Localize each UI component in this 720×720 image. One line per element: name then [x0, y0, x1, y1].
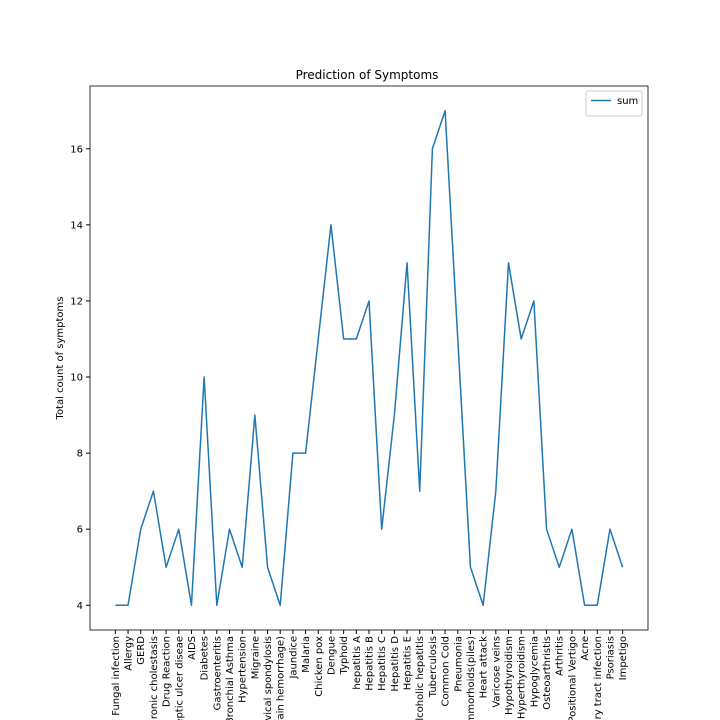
plot-frame — [89, 85, 649, 631]
x-tick-label: Urinary tract infection — [593, 636, 604, 720]
x-tick-label: Hepatitis C — [377, 636, 388, 691]
x-tick-label: Hepatitis E — [403, 636, 414, 690]
x-tick-label: Common Cold — [441, 636, 452, 706]
x-tick-label: Chronic cholestasis — [149, 636, 160, 720]
x-tick-label: Dengue — [326, 636, 337, 675]
x-tick-label: Fungal infection — [111, 636, 122, 716]
x-tick-label: Pneumonia — [453, 636, 464, 692]
x-tick-label: Psoriasis — [605, 636, 616, 679]
y-tick-label: 16 — [70, 144, 83, 155]
legend-box — [585, 90, 643, 117]
y-tick-label: 4 — [77, 601, 83, 612]
x-tick-label: Impetigo — [618, 636, 629, 680]
x-tick-label: Peptic ulcer diseae — [174, 636, 185, 720]
x-tick-label: Hepatitis D — [390, 636, 401, 692]
x-tick-label: Osteoarthristis — [542, 636, 553, 710]
x-tick-label: Diabetes — [200, 636, 211, 680]
x-tick-label: Migraine — [250, 636, 261, 679]
x-tick-label: Acne — [580, 636, 591, 661]
x-tick-label: Jaundice — [288, 636, 299, 680]
y-tick-label: 14 — [70, 220, 83, 231]
y-tick-label: 6 — [77, 525, 83, 536]
x-tick-label: Malaria — [301, 636, 312, 673]
x-tick-label: Hepatitis B — [365, 636, 376, 691]
y-tick-label: 8 — [77, 449, 83, 460]
y-tick-label: 12 — [70, 296, 83, 307]
x-tick-label: Arthritis — [555, 636, 566, 676]
x-tick-label: Dimorphic hemmorhoids(piles) — [466, 636, 477, 720]
x-tick-label: Hypothyroidism — [504, 636, 515, 715]
x-tick-label: Hypoglycemia — [529, 636, 540, 707]
x-tick-label: Typhoid — [339, 636, 350, 675]
x-tick-label: Heart attack — [479, 636, 490, 699]
y-axis-label: Total count of symptoms — [55, 297, 66, 421]
x-tick-label: Tuberculosis — [428, 636, 439, 698]
x-tick-label: AIDS — [187, 636, 198, 660]
x-tick-label: Drug Reaction — [162, 636, 173, 707]
x-tick-label: Hypertension — [238, 636, 249, 703]
x-tick-label: hepatitis A — [352, 636, 363, 690]
x-tick-label: Hyperthyroidism — [517, 636, 528, 719]
x-tick-label: Chicken pox — [314, 636, 325, 697]
x-tick-label: Bronchial Asthma — [225, 636, 236, 720]
y-tick-label: 10 — [70, 373, 83, 384]
x-tick-label: Allergy — [124, 636, 135, 671]
x-tick-label: (vertigo) Paroymsal Positional Vertigo — [567, 636, 578, 720]
x-tick-label: Paralysis (brain hemorrhage) — [276, 636, 287, 720]
x-tick-label: Alcoholic hepatitis — [415, 636, 426, 720]
chart-title: Prediction of Symptoms — [296, 68, 439, 82]
x-tick-label: Gastroenteritis — [212, 636, 223, 710]
legend-label: sum — [617, 96, 638, 107]
x-tick-label: Cervical spondylosis — [263, 636, 274, 720]
x-tick-label: GERD — [136, 636, 147, 665]
data-line — [115, 109, 624, 607]
x-tick-label: Varicose veins — [491, 636, 502, 708]
